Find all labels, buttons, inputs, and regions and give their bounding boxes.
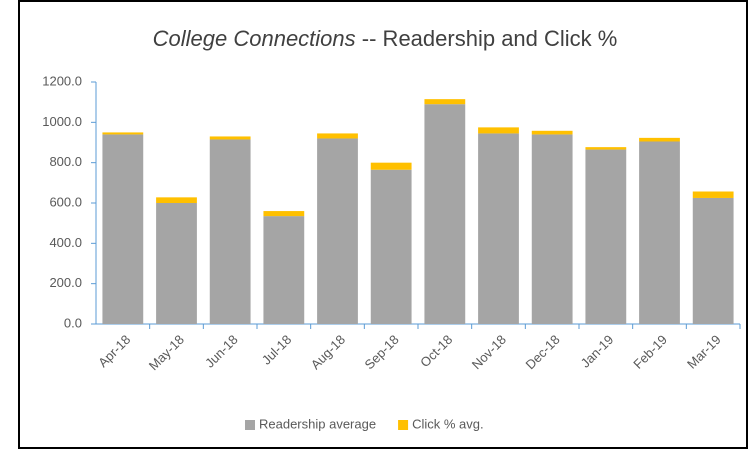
bar-segment	[692, 197, 734, 324]
bar-segment	[692, 191, 734, 198]
y-tick-label: 800.0	[49, 154, 82, 169]
y-tick-label: 0.0	[64, 315, 82, 330]
bar-segment	[102, 134, 144, 324]
bar-segment	[424, 99, 466, 105]
bar-segment	[585, 147, 627, 150]
bar-segment	[156, 203, 197, 324]
bar-segment	[209, 136, 251, 140]
y-tick-label: 1200.0	[42, 73, 82, 88]
bar-segment	[531, 130, 573, 135]
bar-segment	[639, 141, 680, 324]
y-tick-label: 600.0	[49, 194, 82, 209]
bar-segment	[639, 137, 680, 142]
bar-segment	[478, 127, 519, 134]
bar-segment	[370, 169, 412, 324]
bar-segment	[317, 138, 358, 324]
bar-segment	[102, 132, 144, 135]
chart-title: College Connections -- Readership and Cl…	[153, 26, 618, 51]
title-italic: College Connections	[153, 26, 356, 51]
legend-swatch	[245, 420, 255, 430]
bar-segment	[263, 216, 305, 324]
bar-segment	[209, 139, 251, 324]
y-tick-label: 1000.0	[42, 114, 82, 129]
bar-segment	[370, 162, 412, 170]
legend-label: Readership average	[259, 416, 376, 431]
title-rest: -- Readership and Click %	[362, 26, 618, 51]
y-tick-label: 400.0	[49, 235, 82, 250]
legend-swatch	[398, 420, 409, 430]
bar-segment	[317, 133, 358, 139]
bar-segment	[585, 149, 627, 324]
bar-segment	[263, 211, 305, 217]
legend-label: Click % avg.	[412, 416, 484, 431]
bar-segment	[424, 104, 466, 324]
y-tick-label: 200.0	[49, 275, 82, 290]
bar-segment	[478, 133, 519, 324]
bar-segment	[531, 134, 573, 324]
bar-segment	[156, 197, 197, 203]
